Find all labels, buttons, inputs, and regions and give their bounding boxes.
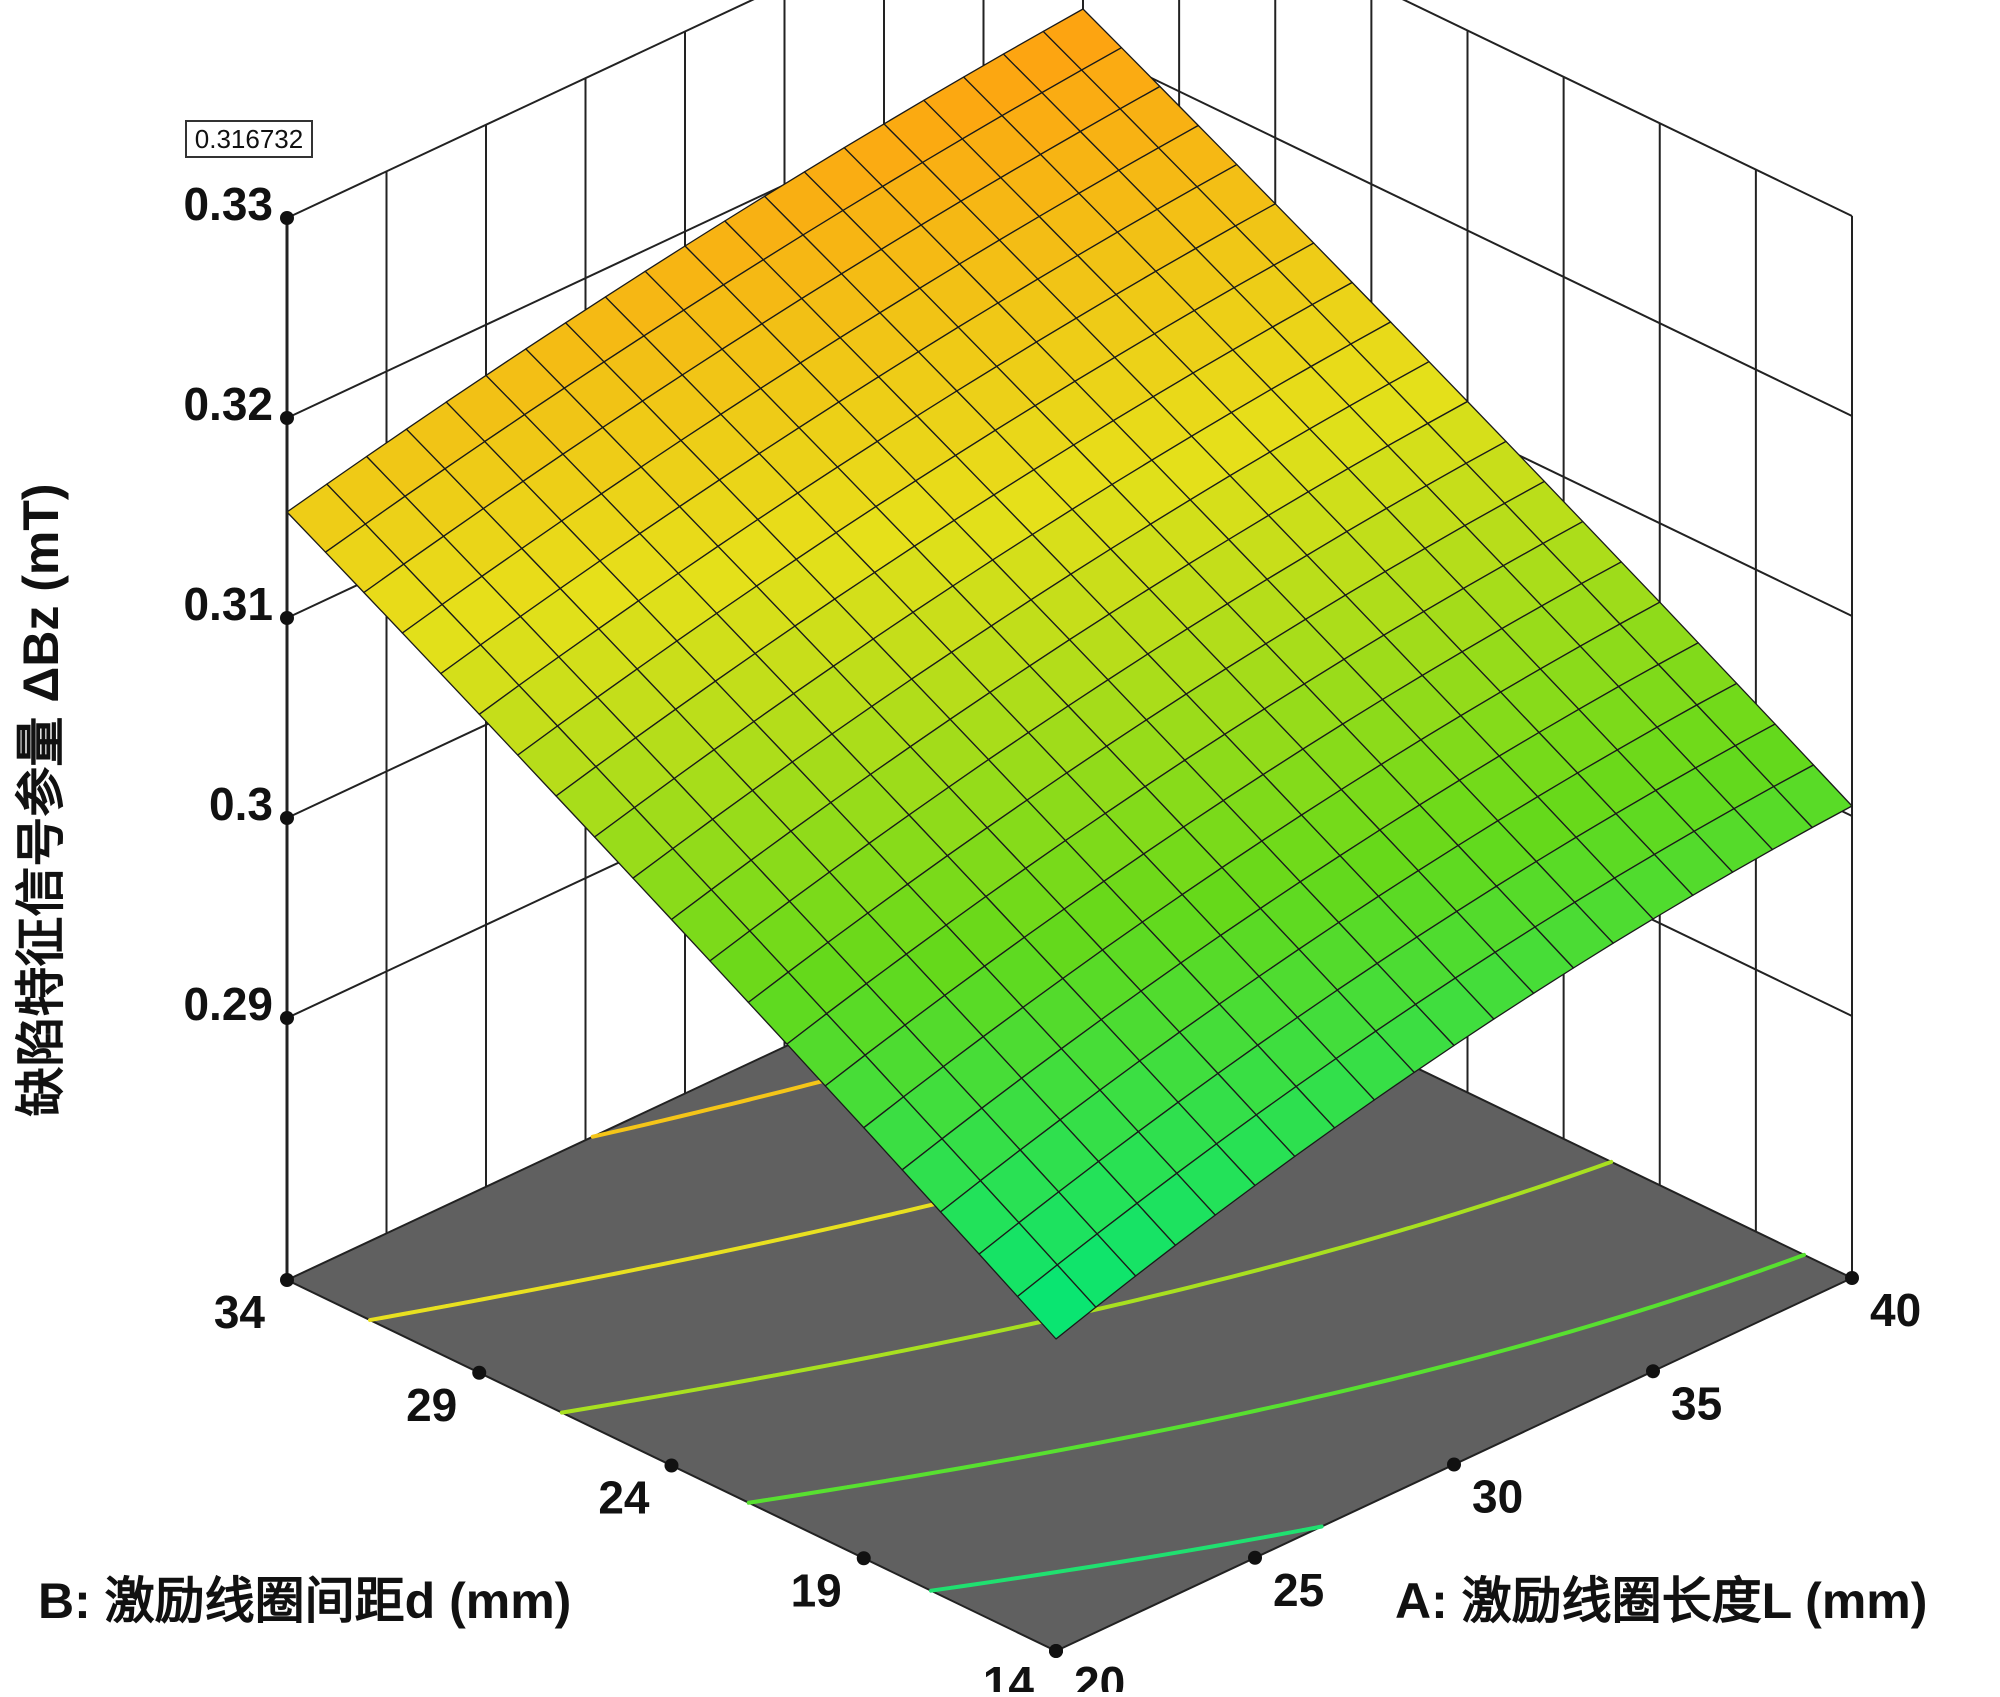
- x-tick-marker: [1447, 1457, 1461, 1472]
- x-tick-label: 40: [1870, 1284, 1921, 1336]
- z-tick-label: 0.31: [183, 578, 273, 630]
- surface-cell: [1016, 1264, 1097, 1340]
- z-axis-title: 缺陷特征信号参量 ΔBz (mT): [13, 483, 69, 1116]
- contour-line: [928, 1524, 1324, 1593]
- contour-line: [746, 1252, 1807, 1505]
- wall-grid-line: [1082, 44, 1853, 417]
- x-tick-label: 30: [1472, 1471, 1523, 1523]
- y-tick-label: 34: [214, 1286, 266, 1338]
- y-tick-marker: [1049, 1644, 1063, 1658]
- y-tick-marker: [856, 1551, 871, 1566]
- x-axis-title: A: 激励线圈长度L (mm): [1395, 1573, 1927, 1629]
- y-tick-marker: [664, 1458, 679, 1473]
- z-tick-label: 0.32: [183, 378, 273, 430]
- tick-labels: 0.29 0.3 0.31 0.32 0.33 20 25 30 35 40 14 19 24 29 34: [183, 178, 1921, 1697]
- y-axis-title: B: 激励线圈间距d (mm): [38, 1573, 571, 1629]
- y-tick-label: 29: [406, 1379, 457, 1431]
- y-tick-marker: [472, 1365, 487, 1380]
- x-tick-label: 35: [1671, 1377, 1722, 1429]
- contour-line: [559, 1159, 1614, 1415]
- y-tick-label: 19: [791, 1564, 842, 1616]
- wall-grid-line: [286, 0, 755, 219]
- axes: [280, 211, 1859, 1658]
- z-tick-marker: [280, 811, 294, 825]
- z-tick-marker: [280, 1011, 294, 1025]
- z-tick-marker: [280, 611, 294, 625]
- x-tick-label: 25: [1273, 1564, 1324, 1616]
- flag-value: 0.316732: [195, 124, 303, 154]
- z-tick-marker: [280, 411, 294, 425]
- response-surface: [286, 8, 1853, 1340]
- z-tick-label: 0.3: [209, 778, 273, 830]
- y-tick-label: 24: [598, 1472, 650, 1524]
- x-tick-marker: [1845, 1271, 1859, 1285]
- z-tick-marker: [280, 211, 294, 225]
- x-tick-label: 20: [1074, 1657, 1125, 1692]
- y-tick-marker: [280, 1273, 294, 1287]
- flag-label: 0.316732: [185, 120, 313, 158]
- x-tick-marker: [1646, 1364, 1660, 1379]
- x-tick-marker: [1248, 1550, 1262, 1565]
- z-tick-label: 0.29: [183, 978, 273, 1030]
- wall-grid-line: [1401, 0, 1853, 217]
- z-tick-label: 0.33: [183, 178, 273, 230]
- y-tick-label: 14: [983, 1657, 1035, 1692]
